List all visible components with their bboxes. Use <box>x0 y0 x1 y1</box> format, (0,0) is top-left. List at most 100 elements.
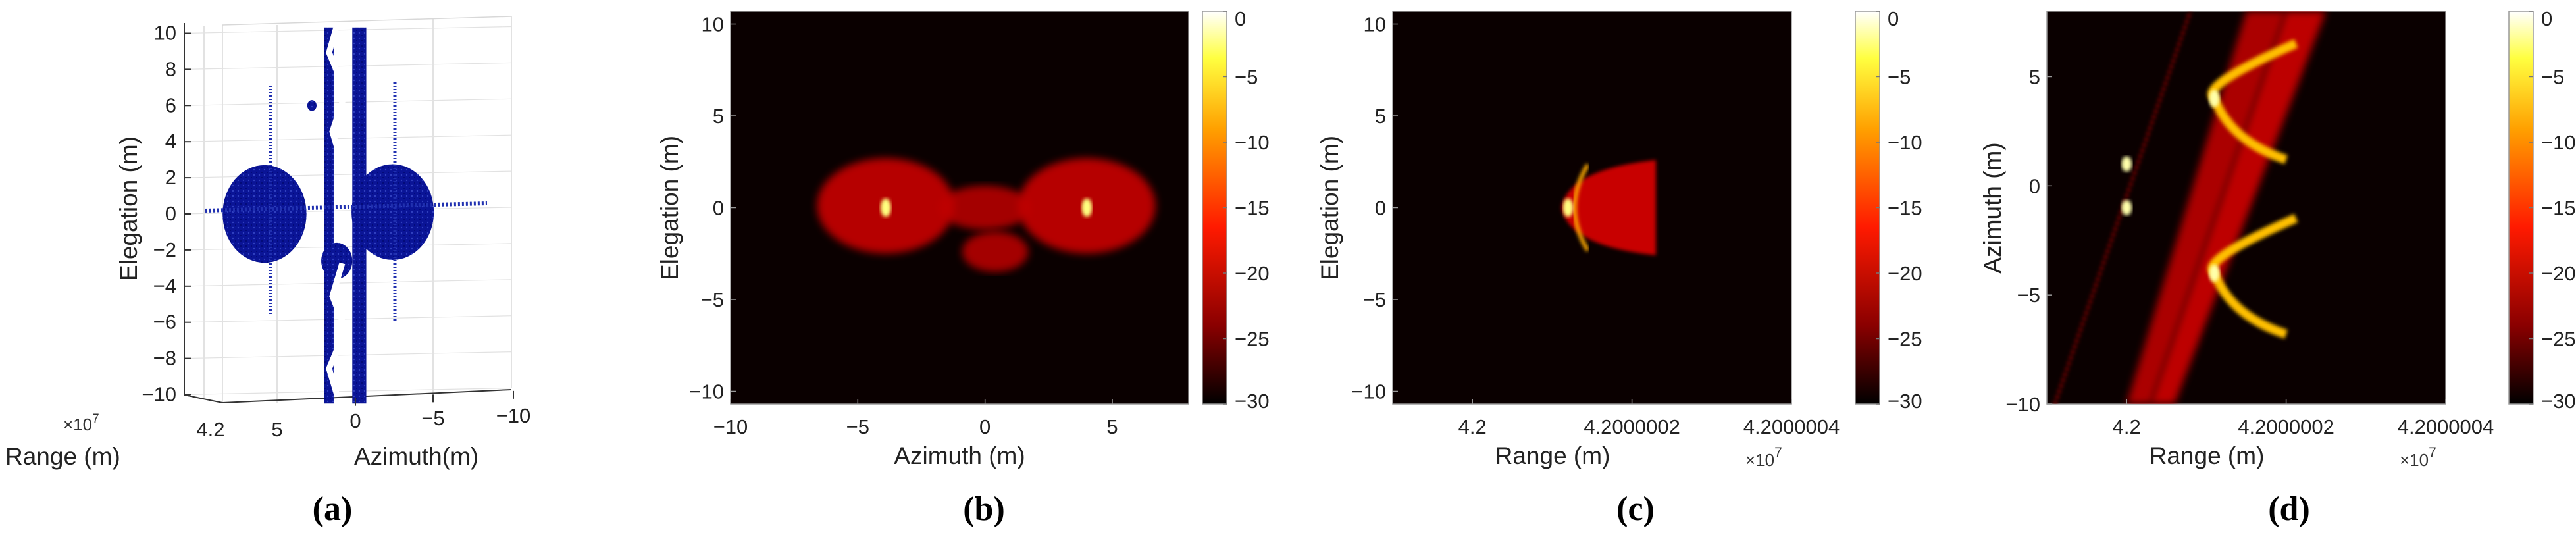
y-tick-label: −4 <box>153 274 176 297</box>
x-axis-label: Range (m) <box>1495 442 1610 469</box>
grid-line <box>184 387 512 396</box>
intensity-band <box>2126 11 2286 404</box>
colorbar <box>2508 11 2534 405</box>
colorbar-tick-label: −20 <box>1235 262 1270 285</box>
colorbar-tick-label: −10 <box>1235 131 1270 154</box>
colorbar-tick-label: −5 <box>1888 66 1911 89</box>
x-tick-label: −5 <box>421 407 444 430</box>
grid-line <box>184 26 512 34</box>
heatmap-marks <box>1470 24 1656 392</box>
heatmap-marks <box>2053 11 2327 404</box>
x-multiplier: ×107 <box>1745 445 1782 470</box>
intensity-arc <box>1572 163 1590 252</box>
x-tick-label: −10 <box>496 404 531 427</box>
y-tick-label: −5 <box>701 288 724 311</box>
x-axis-label: Range (m) <box>2150 442 2265 469</box>
grid-line <box>184 351 512 359</box>
x-tick-label: 4.2000002 <box>1584 415 1680 438</box>
y-tick-label: 6 <box>165 93 176 116</box>
y-tick-label: 0 <box>165 202 176 225</box>
colorbar <box>1855 11 1880 405</box>
panel-a-ylabel: Elegation (m) <box>115 136 142 281</box>
scatter-sphere <box>351 164 434 260</box>
y-tick-label: 10 <box>702 13 724 36</box>
y-tick-label: −5 <box>2017 284 2040 307</box>
colorbar-tick-label: −10 <box>1888 131 1922 154</box>
z-tick-label: 4.2 <box>196 418 224 441</box>
colorbar-tick-label: −15 <box>2541 197 2576 220</box>
colorbar-tick-label: −10 <box>2541 131 2576 154</box>
y-tick-label: −10 <box>689 380 724 403</box>
y-tick-label: 5 <box>2029 66 2040 89</box>
strut-gap <box>326 262 349 396</box>
colorbar-tick-label: −15 <box>1888 197 1922 220</box>
panel-a-grid <box>184 16 512 403</box>
intensity-peak <box>2209 264 2220 282</box>
x-tick-label: 4.2 <box>1458 415 1487 438</box>
intensity-peak <box>2209 90 2220 107</box>
y-tick-label: −10 <box>1351 380 1386 403</box>
multiplier-exp: 7 <box>2429 445 2436 460</box>
colorbar-tick-label: 0 <box>1888 7 1899 30</box>
scatter-streak <box>205 201 488 213</box>
x-multiplier: ×107 <box>2400 445 2436 470</box>
y-tick-label: −10 <box>2005 393 2040 416</box>
colorbar-tick-label: −30 <box>1888 390 1922 413</box>
intensity-band <box>2150 11 2327 404</box>
panel-a-ticks: 10 8 6 4 2 0 −2 −4 −6 −8 −10 0 −5 −10 4.2 5 <box>142 22 530 442</box>
colorbar-tick-label: −30 <box>2541 390 2576 413</box>
y-tick-label: 0 <box>1375 197 1386 220</box>
x-tick-label: 4.2000004 <box>1743 415 1840 438</box>
scatter-cluster <box>321 242 353 279</box>
y-tick-label: 0 <box>2029 174 2040 197</box>
colorbar-tick-label: −20 <box>2541 262 2576 285</box>
y-tick-label: 5 <box>1375 105 1386 128</box>
y-tick-label: 10 <box>154 22 176 45</box>
y-tick-label: 5 <box>713 105 724 128</box>
panel-a-3d-scatter: 10 8 6 4 2 0 −2 −4 −6 −8 −10 0 −5 −10 4.2 5 Elegation (… <box>5 16 530 528</box>
scatter-strut <box>352 27 367 404</box>
intensity-peak <box>880 198 891 217</box>
x-axis-line <box>222 389 512 403</box>
multiplier-exp: 7 <box>1774 445 1782 460</box>
x-tick-label: 4.2 <box>2113 415 2141 438</box>
intensity-peak <box>1562 198 1574 217</box>
colorbar-tick-label: 0 <box>1235 7 1246 30</box>
panel-c-heatmap: 4.2 4.2000002 4.2000004 10 5 0 −5 −10 Range (m) E… <box>1316 7 1922 528</box>
intensity-peak <box>2121 156 2132 172</box>
scatter-strut <box>324 27 334 404</box>
x-tick-label: 4.2000004 <box>2398 415 2494 438</box>
panel-a-points <box>205 24 488 404</box>
y-tick-label: 10 <box>1364 13 1386 36</box>
grid-line <box>184 62 512 70</box>
strut-gap <box>326 24 349 166</box>
colorbar-tick-label: −25 <box>1888 328 1922 351</box>
grid-line <box>184 315 512 323</box>
colorbar <box>1202 11 1227 405</box>
intensity-fan <box>1561 159 1656 256</box>
multiplier-base: ×10 <box>2400 450 2429 470</box>
z-axis-line <box>184 394 223 403</box>
panel-caption: (c) <box>1616 490 1655 528</box>
scatter-sphere <box>222 165 307 263</box>
panel-b-heatmap: −10 −5 0 5 10 5 0 −5 −10 Azimuth (m) Elegation (m)… <box>656 7 1270 528</box>
grid-line <box>184 170 512 178</box>
x-tick-label: −10 <box>713 415 748 438</box>
x-tick-label: −5 <box>846 415 869 438</box>
intensity-blob <box>962 231 1029 272</box>
x-tick-label: 4.2000002 <box>2238 415 2334 438</box>
panel-a-range-multiplier: ×107 <box>63 412 99 434</box>
y-tick-label: −8 <box>153 347 176 370</box>
z-tick-label: 5 <box>271 418 282 441</box>
panel-a-xlabel: Azimuth(m) <box>354 443 478 470</box>
colorbar-tick-label: −25 <box>1235 328 1270 351</box>
y-tick-label: −6 <box>153 311 176 334</box>
y-axis-label: Azimuth (m) <box>1979 142 2006 273</box>
colorbar-tick-label: −15 <box>1235 197 1270 220</box>
panel-caption: (b) <box>963 490 1005 528</box>
panel-d-heatmap: 4.2 4.2000002 4.2000004 5 0 −5 −10 Range (m) Azi… <box>1979 7 2576 528</box>
y-tick-label: −5 <box>1363 288 1386 311</box>
colorbar-tick-label: −5 <box>2541 66 2564 89</box>
intensity-peak <box>2121 199 2132 216</box>
